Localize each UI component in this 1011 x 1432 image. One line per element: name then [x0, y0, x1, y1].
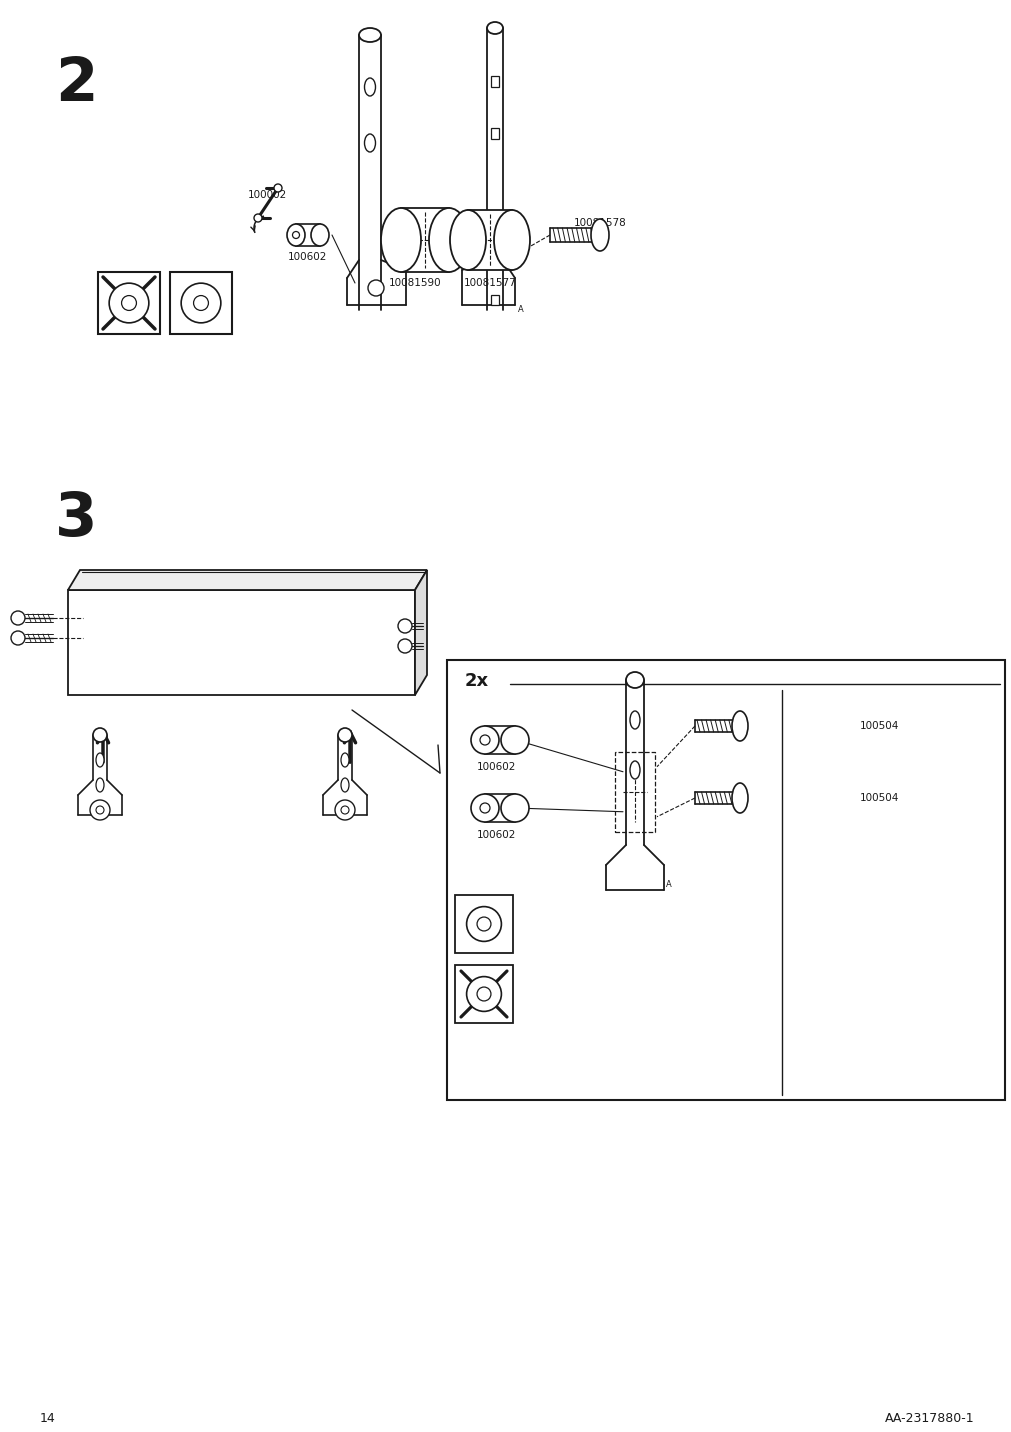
Ellipse shape — [590, 219, 609, 251]
Ellipse shape — [450, 211, 485, 271]
Text: 2: 2 — [55, 54, 97, 115]
Text: 100602: 100602 — [477, 831, 517, 841]
Text: 2x: 2x — [464, 672, 488, 690]
Ellipse shape — [90, 800, 110, 821]
Ellipse shape — [341, 778, 349, 792]
Bar — [455, 965, 513, 1022]
Ellipse shape — [96, 778, 104, 792]
Bar — [484, 726, 515, 755]
Ellipse shape — [476, 987, 490, 1001]
Text: 100602: 100602 — [477, 762, 517, 772]
Bar — [467, 211, 512, 271]
Ellipse shape — [470, 726, 498, 755]
Ellipse shape — [380, 208, 421, 272]
Ellipse shape — [479, 803, 489, 813]
Ellipse shape — [731, 783, 747, 813]
Bar — [490, 76, 498, 87]
Bar — [295, 223, 319, 246]
Bar — [490, 127, 498, 139]
Ellipse shape — [479, 735, 489, 745]
Ellipse shape — [11, 611, 25, 624]
Text: 14: 14 — [40, 1412, 56, 1425]
Ellipse shape — [96, 806, 104, 813]
Polygon shape — [68, 590, 415, 695]
Ellipse shape — [397, 619, 411, 633]
Bar — [455, 895, 513, 954]
Polygon shape — [415, 570, 427, 695]
Text: 100602: 100602 — [288, 252, 328, 262]
Bar — [490, 295, 498, 305]
Ellipse shape — [359, 29, 380, 42]
Ellipse shape — [476, 916, 490, 931]
Ellipse shape — [109, 284, 149, 322]
Text: A: A — [518, 305, 524, 314]
Ellipse shape — [397, 639, 411, 653]
Ellipse shape — [96, 753, 104, 768]
Ellipse shape — [121, 295, 136, 311]
Ellipse shape — [500, 726, 529, 755]
Bar — [447, 660, 1004, 1100]
Ellipse shape — [338, 727, 352, 742]
Ellipse shape — [368, 281, 383, 296]
Text: 100504: 100504 — [859, 720, 899, 730]
Ellipse shape — [466, 906, 500, 941]
Polygon shape — [68, 570, 427, 590]
Ellipse shape — [341, 753, 349, 768]
Ellipse shape — [193, 295, 208, 311]
Ellipse shape — [493, 211, 530, 271]
Ellipse shape — [626, 672, 643, 687]
Bar — [98, 272, 160, 334]
Text: 10081577: 10081577 — [463, 278, 516, 288]
Ellipse shape — [341, 806, 349, 813]
Ellipse shape — [292, 232, 299, 239]
Bar — [484, 793, 515, 822]
Ellipse shape — [364, 135, 375, 152]
Ellipse shape — [486, 21, 502, 34]
Ellipse shape — [310, 223, 329, 246]
Ellipse shape — [335, 800, 355, 821]
Bar — [615, 752, 654, 832]
Ellipse shape — [630, 760, 639, 779]
Ellipse shape — [254, 213, 262, 222]
Ellipse shape — [11, 632, 25, 644]
Bar — [400, 208, 449, 272]
Text: A: A — [665, 881, 671, 889]
Ellipse shape — [181, 284, 220, 322]
Ellipse shape — [429, 208, 468, 272]
Ellipse shape — [470, 793, 498, 822]
Ellipse shape — [466, 977, 500, 1011]
Ellipse shape — [287, 223, 304, 246]
Ellipse shape — [93, 727, 107, 742]
Text: 3: 3 — [55, 490, 97, 548]
Text: 10081578: 10081578 — [573, 218, 626, 228]
Text: AA-2317880-1: AA-2317880-1 — [885, 1412, 974, 1425]
Ellipse shape — [500, 793, 529, 822]
Text: 100002: 100002 — [248, 190, 287, 200]
Text: 100504: 100504 — [859, 793, 899, 803]
Ellipse shape — [364, 77, 375, 96]
Bar — [170, 272, 232, 334]
Ellipse shape — [630, 712, 639, 729]
Ellipse shape — [731, 712, 747, 740]
Text: 10081590: 10081590 — [388, 278, 441, 288]
Ellipse shape — [274, 183, 282, 192]
